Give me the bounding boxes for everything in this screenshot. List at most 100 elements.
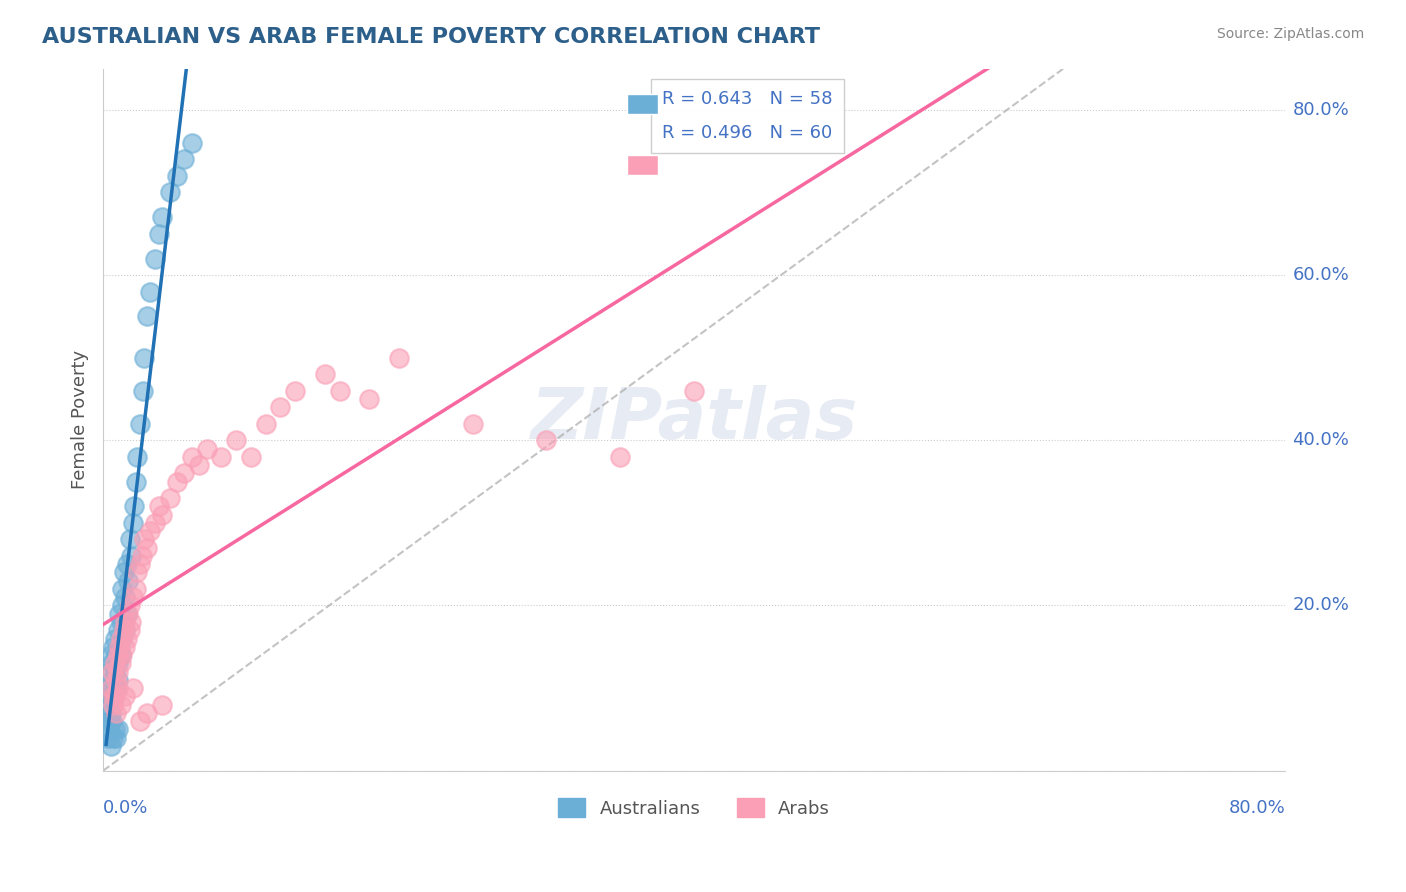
Point [98,690,121,704]
Point [173,467,195,481]
Point [114,591,136,605]
Point [100,648,122,662]
Point [97,665,120,679]
Point [104,690,127,704]
Point [120,615,142,629]
Point [107,723,129,737]
Point [269,401,291,415]
Point [124,582,146,596]
Point [104,657,127,671]
Point [110,632,132,646]
Point [115,557,138,571]
Point [105,648,128,662]
Point [110,698,132,712]
FancyBboxPatch shape [627,94,658,113]
Point [129,714,152,728]
Text: 60.0%: 60.0% [1292,266,1350,284]
Point [148,227,170,241]
Point [173,153,195,167]
Point [105,681,128,695]
Point [103,690,125,704]
Point [108,640,131,654]
Point [104,665,127,679]
Point [127,566,149,580]
Point [132,384,155,398]
Point [115,632,138,646]
Point [683,384,706,398]
Point [180,136,202,150]
Text: 0.0%: 0.0% [103,799,149,817]
Point [127,450,149,464]
Point [121,516,143,530]
Point [136,541,159,555]
Text: AUSTRALIAN VS ARAB FEMALE POVERTY CORRELATION CHART: AUSTRALIAN VS ARAB FEMALE POVERTY CORREL… [42,27,820,46]
Point [159,491,181,505]
Point [103,731,125,745]
Point [118,599,141,613]
Point [129,557,152,571]
Point [388,351,411,365]
Point [110,648,132,662]
Point [121,591,143,605]
Point [104,632,127,646]
Point [121,681,143,695]
Text: Source: ZipAtlas.com: Source: ZipAtlas.com [1216,27,1364,41]
Point [150,698,173,712]
Point [150,211,173,225]
Point [314,367,336,381]
Point [134,533,156,547]
Point [143,516,166,530]
Point [115,607,138,621]
Point [136,310,159,324]
Point [195,442,218,456]
Point [328,384,350,398]
Point [111,599,134,613]
Point [139,285,162,299]
Point [104,723,127,737]
Point [461,417,484,431]
Point [239,450,262,464]
Point [129,417,152,431]
Point [107,665,129,679]
Text: 20.0%: 20.0% [1292,597,1350,615]
Point [148,500,170,514]
Point [108,640,131,654]
Point [110,615,132,629]
Point [609,450,631,464]
Y-axis label: Female Poverty: Female Poverty [72,350,89,489]
Point [225,434,247,448]
Point [107,657,129,671]
Point [188,458,211,472]
Point [134,351,156,365]
Point [112,624,135,638]
Point [112,566,135,580]
Point [111,632,134,646]
Text: ZIPatlas: ZIPatlas [530,385,858,454]
Point [100,681,122,695]
Point [136,706,159,720]
Point [122,500,145,514]
Point [105,731,128,745]
Point [111,582,134,596]
Point [117,607,139,621]
Point [105,706,128,720]
Point [112,615,135,629]
Point [101,657,124,671]
Point [118,533,141,547]
Point [166,475,188,489]
FancyBboxPatch shape [627,155,658,176]
Text: 80.0%: 80.0% [1292,101,1350,119]
Point [101,714,124,728]
Point [359,392,381,406]
Point [166,169,188,183]
Point [284,384,307,398]
Point [254,417,277,431]
Point [101,673,124,687]
Point [100,739,122,753]
Point [139,524,162,538]
Point [94,698,117,712]
Text: R = 0.643   N = 58
R = 0.496   N = 60: R = 0.643 N = 58 R = 0.496 N = 60 [662,89,832,143]
Point [98,723,121,737]
Point [114,690,136,704]
Point [143,252,166,266]
